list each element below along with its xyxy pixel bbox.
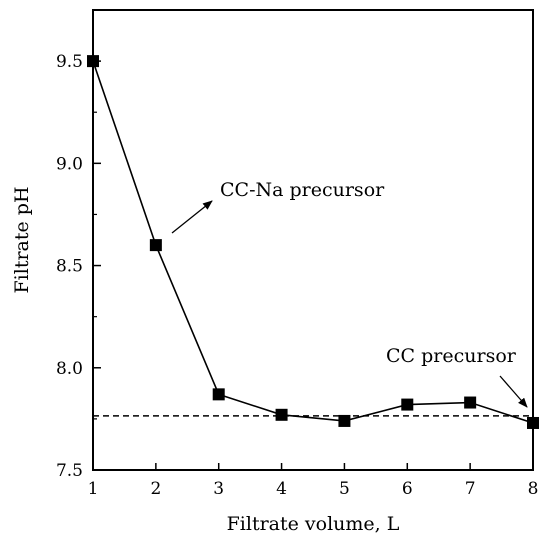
series-line: [92, 60, 534, 424]
x-tick-label: 4: [276, 479, 287, 499]
y-axis-title: Filtrate pH: [11, 186, 33, 293]
data-point: [338, 414, 351, 427]
data-point: [464, 396, 477, 409]
plot-frame: [92, 9, 534, 471]
data-point: [87, 55, 99, 68]
x-tick-label: 1: [88, 479, 99, 499]
cc-na-label: CC-Na precursor: [220, 179, 385, 201]
x-axis-ticks: 1 2 3 4 5 6 7 8: [88, 463, 539, 499]
cc-label: CC precursor: [386, 345, 517, 367]
y-tick-label: 9.5: [56, 52, 83, 72]
x-tick-label: 8: [528, 479, 539, 499]
series-points: [87, 55, 539, 429]
cc-arrow: [499, 375, 528, 408]
x-tick-label: 3: [213, 479, 224, 499]
x-tick-label: 2: [150, 479, 161, 499]
x-tick-label: 7: [465, 479, 476, 499]
y-tick-label: 8.0: [56, 359, 83, 379]
x-tick-label: 5: [339, 479, 350, 499]
y-tick-label: 7.5: [56, 461, 83, 481]
x-tick-label: 6: [402, 479, 413, 499]
data-point: [212, 388, 225, 401]
data-point: [275, 408, 288, 421]
y-tick-label: 8.5: [56, 257, 83, 277]
data-point: [527, 416, 539, 429]
y-tick-label: 9.0: [56, 154, 83, 174]
data-point: [149, 239, 162, 252]
y-axis-ticks: 7.5 8.0 8.5 9.0 9.5: [56, 52, 101, 481]
cc-na-arrow: [171, 200, 213, 234]
data-point: [401, 398, 414, 411]
x-axis-title: Filtrate volume, L: [227, 513, 400, 535]
